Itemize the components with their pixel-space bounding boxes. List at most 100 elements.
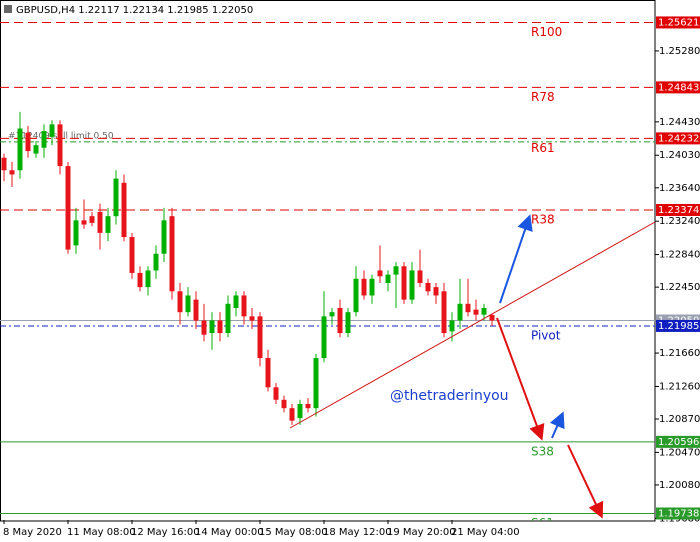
price-box — [656, 319, 700, 332]
candle-body — [177, 291, 183, 313]
y-tick-label: 1.22450 — [659, 282, 700, 293]
candle-body — [385, 274, 391, 283]
candle-body — [313, 358, 319, 409]
candle-body — [425, 282, 431, 292]
y-tick-label: 1.24030 — [659, 150, 700, 161]
level-name: Pivot — [531, 328, 561, 342]
y-tick-label: 1.21660 — [659, 348, 700, 359]
candle-body — [377, 270, 383, 277]
arrow-down — [567, 444, 604, 519]
x-tick-label: 11 May 08:00 — [67, 527, 136, 538]
arrow-up — [549, 411, 565, 439]
price-label: 1.21985 — [658, 321, 699, 332]
level-name: S38 — [531, 444, 554, 458]
candle-body — [1, 157, 7, 171]
y-tick-label: 1.25280 — [659, 46, 700, 57]
candle-body — [265, 358, 271, 388]
level-name: R78 — [531, 90, 555, 104]
candle-body — [209, 320, 215, 334]
level-name: R61 — [531, 141, 555, 155]
candle-body — [233, 295, 239, 308]
price-label: 1.19738 — [658, 508, 699, 519]
level-name: S61 — [531, 516, 554, 530]
candle-body — [353, 278, 359, 313]
candle-body — [33, 145, 39, 154]
candle-body — [105, 216, 111, 233]
y-tick-label: 1.20080 — [659, 480, 700, 491]
x-tick-label: 14 May 00:00 — [195, 527, 264, 538]
x-tick-label: 15 May 08:00 — [259, 527, 328, 538]
price-label: 1.23374 — [658, 205, 699, 216]
candle-body — [449, 320, 455, 332]
price-box — [656, 204, 700, 217]
candle-body — [321, 316, 327, 359]
candle-body — [217, 320, 223, 334]
candle-body — [393, 266, 399, 275]
x-tick-label: 18 May 12:00 — [323, 527, 392, 538]
title-icon — [4, 5, 12, 13]
candle-body — [281, 399, 287, 409]
trend-line — [289, 221, 656, 429]
candle-body — [41, 131, 47, 148]
candle-body — [97, 212, 103, 233]
price-box — [656, 132, 700, 145]
chart-title: GBPUSD,H4 1.22117 1.22134 1.21985 1.2205… — [16, 5, 253, 16]
candle-body — [361, 278, 367, 296]
candle-body — [57, 124, 63, 167]
candle-body — [145, 270, 151, 288]
candle-body — [249, 316, 255, 321]
candle-body — [473, 309, 479, 315]
price-box — [656, 507, 700, 520]
candle-body — [409, 270, 415, 300]
candle-body — [305, 403, 311, 409]
candle-body — [441, 291, 447, 334]
candle-body — [329, 312, 335, 317]
candle-body — [417, 270, 423, 283]
candle-body — [129, 237, 135, 273]
y-tick-label: 1.23640 — [659, 183, 700, 194]
candle-body — [257, 316, 263, 359]
candle-body — [65, 166, 71, 250]
price-label: 1.20596 — [658, 437, 699, 448]
candle-body — [481, 307, 487, 315]
y-tick-label: 1.22840 — [659, 250, 700, 261]
plot-frame — [0, 0, 656, 522]
candle-body — [289, 408, 295, 421]
candle-body — [225, 303, 231, 334]
candle-body — [369, 278, 375, 296]
candle-body — [17, 128, 23, 171]
y-tick-label: 1.20470 — [659, 447, 700, 458]
candle-body — [297, 403, 303, 419]
level-name: R100 — [531, 25, 562, 39]
candle-body — [489, 314, 495, 321]
candle-body — [113, 178, 119, 217]
y-tick-label: 1.21260 — [659, 381, 700, 392]
price-box — [656, 81, 700, 94]
candle-body — [153, 253, 159, 271]
candle-body — [433, 287, 439, 296]
level-name: R38 — [531, 213, 555, 227]
candle-body — [49, 124, 55, 137]
arrow-up — [499, 214, 533, 304]
x-tick-label: 19 May 20:00 — [387, 527, 456, 538]
candle-body — [465, 303, 471, 313]
candle-body — [81, 220, 87, 225]
price-label: 1.24843 — [658, 82, 699, 93]
candle-body — [121, 182, 127, 238]
candle-body — [161, 220, 167, 254]
price-box — [656, 16, 700, 29]
candle-body — [185, 295, 191, 313]
candle-body — [457, 303, 463, 321]
candle-body — [73, 220, 79, 246]
candle-body — [9, 170, 15, 175]
candle-body — [273, 387, 279, 400]
candle-body — [337, 307, 343, 334]
annotation: @thetraderinyou — [390, 388, 509, 404]
plot-area: #112409 sell limit 0.50R100R78R61R38Pivo… — [0, 21, 655, 530]
y-tick-label: 1.24430 — [659, 117, 700, 128]
candle-body — [193, 299, 199, 321]
candle-body — [241, 295, 247, 317]
y-tick-label: 1.20870 — [659, 414, 700, 425]
x-tick-label: 21 May 04:00 — [451, 527, 520, 538]
